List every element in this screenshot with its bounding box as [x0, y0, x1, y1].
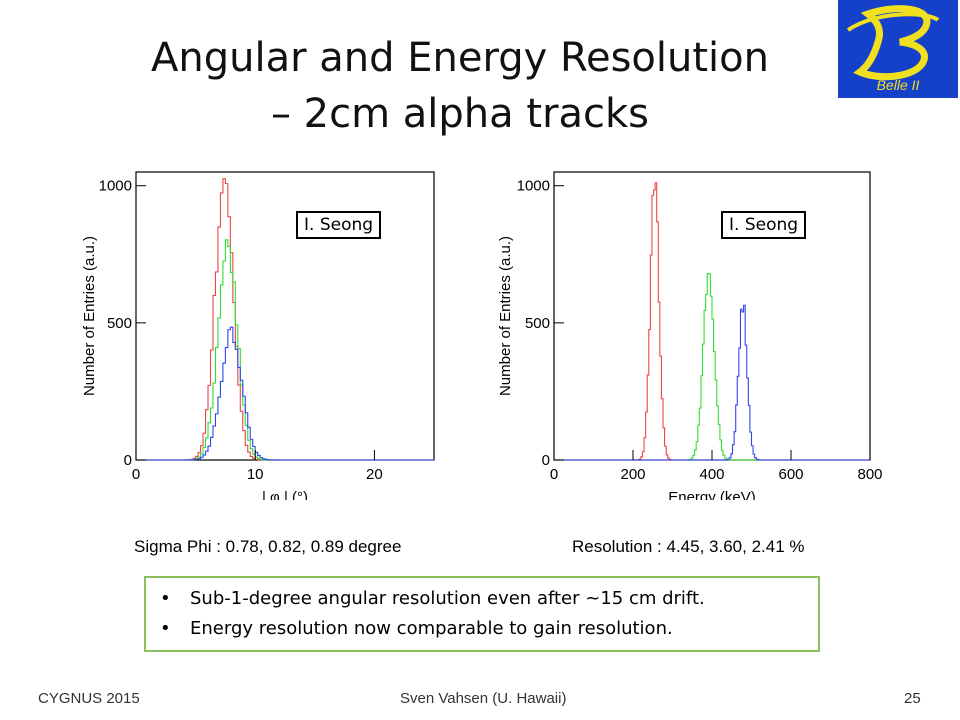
footer-right: 25: [904, 690, 921, 707]
phi-histogram: 0 10 20 0 500 1000 | φ | (°) Number of Entries …: [81, 171, 435, 500]
footer-left: CYGNUS 2015: [38, 690, 140, 707]
logo-swoosh: [846, 12, 940, 32]
summary-box: Sub-1-degree angular resolution even aft…: [144, 576, 820, 652]
series-green-histogram: [554, 273, 870, 461]
bullet-item: Sub-1-degree angular resolution even aft…: [146, 584, 818, 614]
logo-b-shape: [853, 5, 931, 81]
x-tick-label: 0: [132, 466, 140, 483]
title-line-2: – 2cm alpha tracks: [270, 91, 650, 137]
x-axis-label: | φ | (°): [262, 489, 308, 500]
x-tick-label: 10: [247, 466, 264, 483]
y-axis-label: Number of Entries (a.u.): [497, 236, 514, 396]
x-tick-label: 0: [550, 466, 558, 483]
credit-right: I. Seong: [721, 211, 807, 239]
title-line-1: Angular and Energy Resolution: [151, 35, 769, 81]
series-red-histogram: [554, 182, 870, 461]
y-tick-label: 1000: [99, 178, 132, 195]
bullet-item: Energy resolution now comparable to gain…: [146, 614, 818, 644]
y-tick-label: 500: [107, 315, 132, 332]
y-axis-label: Number of Entries (a.u.): [81, 236, 98, 396]
x-tick-label: 600: [778, 466, 803, 483]
series-blue-histogram: [554, 304, 870, 461]
y-tick-label: 500: [525, 315, 550, 332]
belle-ii-logo: Belle II: [838, 0, 958, 98]
series-blue-histogram: [136, 326, 434, 461]
x-tick-label: 800: [857, 466, 882, 483]
y-tick-label: 0: [124, 452, 132, 469]
slide-title: Angular and Energy Resolution – 2cm alph…: [90, 30, 830, 142]
series-green-histogram: [136, 239, 434, 461]
caption-left: Sigma Phi : 0.78, 0.82, 0.89 degree: [134, 537, 402, 556]
energy-histogram: 0 200 400 600 800 0 500 1000 Energy (keV) Number …: [497, 171, 883, 500]
logo-text: Belle II: [877, 77, 920, 93]
x-axis-label: Energy (keV): [668, 489, 756, 500]
x-tick-label: 200: [620, 466, 645, 483]
caption-right: Resolution : 4.45, 3.60, 2.41 %: [572, 537, 805, 556]
y-tick-label: 1000: [517, 178, 550, 195]
y-tick-label: 0: [542, 452, 550, 469]
x-tick-label: 400: [699, 466, 724, 483]
footer-center: Sven Vahsen (U. Hawaii): [400, 690, 567, 707]
plot-frame: [135, 171, 435, 461]
credit-left: I. Seong: [296, 211, 382, 239]
series-red-histogram: [136, 178, 434, 461]
x-tick-label: 20: [366, 466, 383, 483]
